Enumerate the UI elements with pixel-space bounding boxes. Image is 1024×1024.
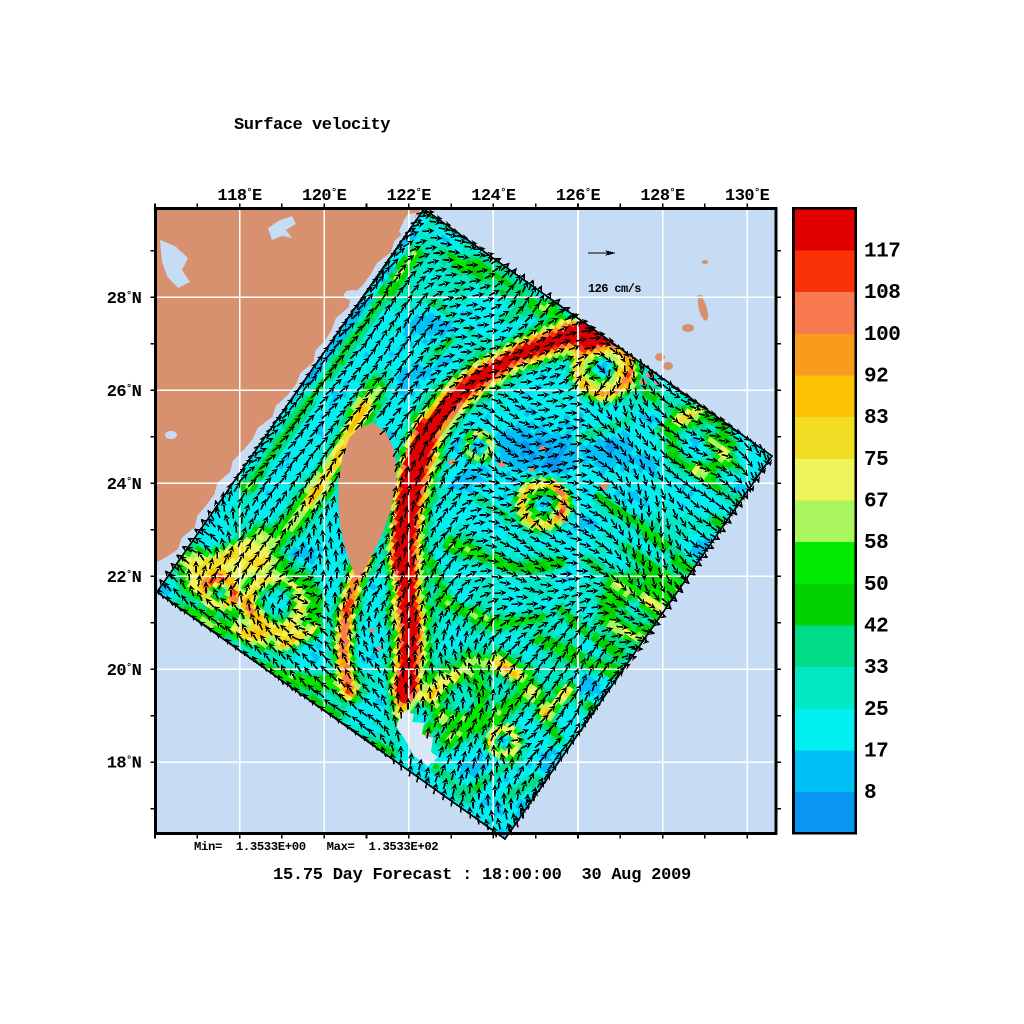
svg-text:15.75 Day Forecast : 18:00:00: 15.75 Day Forecast : 18:00:00 30 Aug 200…	[273, 866, 691, 885]
svg-text:50: 50	[864, 574, 888, 597]
svg-text:17: 17	[864, 741, 888, 764]
svg-text:83: 83	[864, 407, 888, 430]
svg-text:124°E: 124°E	[471, 187, 516, 206]
svg-text:128°E: 128°E	[640, 187, 685, 206]
svg-text:Surface velocity: Surface velocity	[234, 116, 390, 135]
svg-text:120°E: 120°E	[302, 187, 347, 206]
svg-text:24°N: 24°N	[107, 476, 142, 495]
svg-text:26°N: 26°N	[107, 383, 142, 402]
svg-text:75: 75	[864, 449, 888, 472]
svg-text:18°N: 18°N	[107, 755, 142, 774]
svg-text:20°N: 20°N	[107, 662, 142, 681]
svg-text:100: 100	[864, 324, 900, 347]
svg-text:117: 117	[864, 241, 900, 264]
svg-text:118°E: 118°E	[217, 187, 262, 206]
svg-text:126 cm/s: 126 cm/s	[588, 282, 641, 296]
svg-text:126°E: 126°E	[556, 187, 601, 206]
svg-text:122°E: 122°E	[387, 187, 432, 206]
svg-text:28°N: 28°N	[107, 290, 142, 309]
svg-text:108: 108	[864, 282, 900, 305]
svg-text:58: 58	[864, 532, 888, 555]
svg-text:33: 33	[864, 657, 888, 680]
svg-text:22°N: 22°N	[107, 569, 142, 588]
svg-text:Min= 1.3533E+00 Max= 1.353: Min= 1.3533E+00 Max= 1.3533E+02	[194, 840, 438, 854]
svg-text:42: 42	[864, 616, 888, 639]
svg-text:92: 92	[864, 366, 888, 389]
svg-text:67: 67	[864, 491, 888, 514]
svg-text:25: 25	[864, 699, 888, 722]
svg-text:8: 8	[864, 782, 876, 805]
svg-text:130°E: 130°E	[725, 187, 770, 206]
